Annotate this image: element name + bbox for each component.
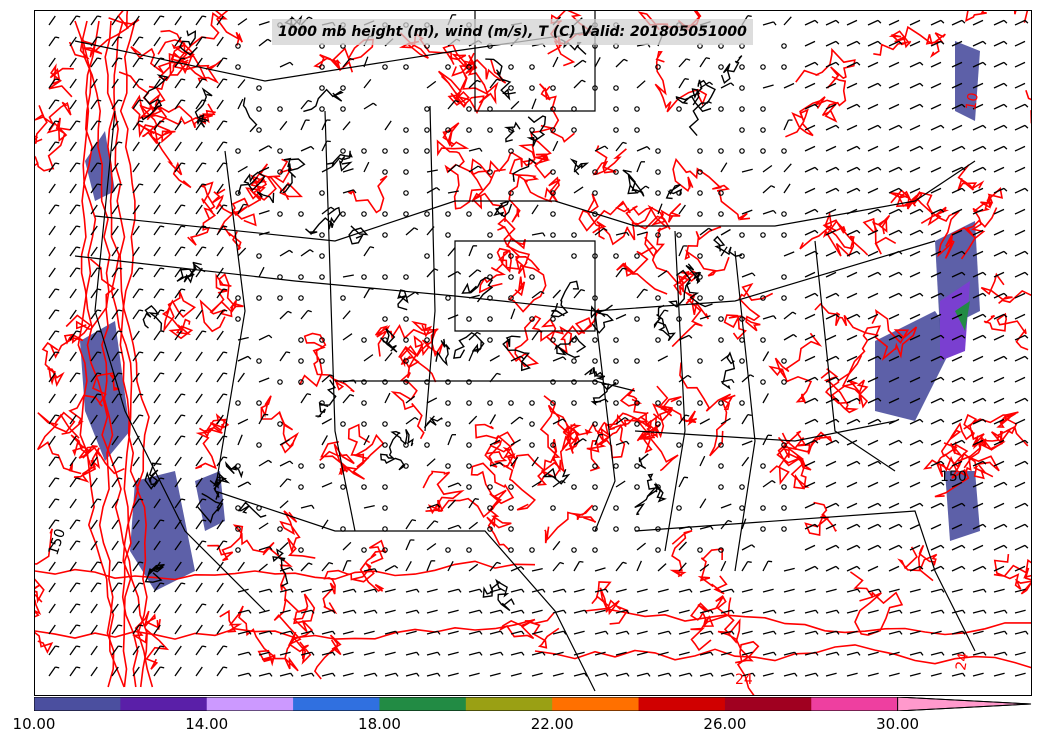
colorbar-tick-label: 30.00 — [876, 715, 920, 733]
height-contour-label: 150 — [940, 469, 967, 485]
temperature-contour-label: 24 — [735, 672, 753, 688]
colorbar-tick-label: 26.00 — [703, 715, 747, 733]
map-title: 1000 mb height (m), wind (m/s), T (C) Va… — [272, 19, 753, 45]
colorbar-tick-label: 14.00 — [185, 715, 229, 733]
colorbar-tick-label: 18.00 — [358, 715, 401, 733]
colorbar-outline — [34, 697, 1032, 711]
colorbar-bin — [465, 697, 553, 711]
colorbar-bin — [724, 697, 812, 711]
height-contours — [141, 14, 743, 612]
colorbar-bin — [293, 697, 380, 711]
colorbar-bin — [120, 697, 208, 711]
colorbar-bin — [638, 697, 726, 711]
colorbar-bin — [206, 697, 294, 711]
colorbar-tick-label: 22.00 — [530, 715, 574, 733]
temperature-shading — [80, 41, 980, 591]
contour-labels: 150 150 10 24 24 — [46, 91, 982, 688]
colorbar-tick-label: 10.00 — [12, 715, 56, 733]
colorbar — [34, 697, 1032, 711]
map-canvas: 150 150 10 24 24 — [35, 11, 1031, 695]
colorbar-bin — [34, 697, 121, 711]
temperature-contour-label: 24 — [953, 651, 972, 671]
temperature-contour-label: 10 — [963, 91, 982, 111]
colorbar-extend-triangle — [897, 697, 1032, 711]
height-contour-label: 150 — [46, 527, 69, 557]
wind-barbs — [48, 14, 1029, 677]
colorbar-bin — [811, 697, 899, 711]
state-borders — [74, 11, 976, 692]
colorbar-bin — [552, 697, 640, 711]
colorbar-bin — [379, 697, 467, 711]
map-panel: 150 150 10 24 24 — [34, 10, 1032, 696]
